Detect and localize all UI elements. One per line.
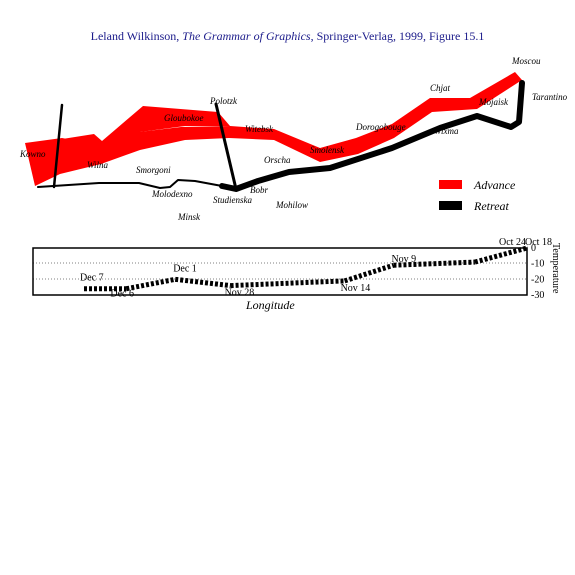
city-gloubokoe: Gloubokoe [164,113,204,123]
temp-tick-labels: 0 -10 -20 -30 [531,243,544,301]
city-moscou: Moscou [511,56,541,66]
temp-tick-0: 0 [531,243,536,254]
date-label-3: Nov 28 [225,288,255,299]
temp-segment-6 [474,245,528,265]
retreat-polotzk-spur [214,102,238,191]
temp-segment-5 [393,259,475,268]
city-smorgoni: Smorgoni [136,165,171,175]
temp-tick-3: -30 [531,290,544,301]
city-wixma: Wixma [434,126,459,136]
city-witebsk: Witebsk [245,124,274,134]
retreat-main-thick [219,80,525,192]
date-label-1: Dec 6 [110,289,134,300]
date-label-5: Nov 9 [391,254,416,265]
temp-segment-4 [343,262,395,284]
city-orscha: Orscha [264,155,291,165]
date-labels: Dec 7 Dec 6 Dec 1 Nov 28 Nov 14 Nov 9 Oct 24 Oc… [80,237,552,300]
legend: Advance Retreat [439,178,516,213]
retreat-main-thin [37,179,223,189]
city-bobr: Bobr [250,185,268,195]
title-prefix: Leland Wilkinson, [90,29,183,43]
city-mohilow: Mohilow [275,200,308,210]
date-label-4: Nov 14 [341,283,371,294]
temp-tick-1: -10 [531,259,544,270]
city-dorogobouge: Dorogobouge [355,122,406,132]
retreat-kowno-spur [52,103,64,189]
figure-title: Leland Wilkinson, The Grammar of Graphic… [0,29,575,44]
city-studienska: Studienska [213,195,252,205]
temperature-marks [84,245,528,292]
city-labels: Moscou Tarantino Chjat Mojaisk Wixma Dor… [19,56,568,222]
temp-segment-2 [174,276,231,289]
date-label-7: Oct 24 [499,237,526,248]
date-label-8: Oct 18 [525,237,552,248]
city-wilna: Wilna [87,160,109,170]
title-suffix: , Springer-Verlag, 1999, Figure 15.1 [310,29,485,43]
advance-path [25,72,522,186]
advance-band-upper [56,106,230,156]
city-mojaisk: Mojaisk [478,97,509,107]
city-minsk: Minsk [177,212,201,222]
city-polotzk: Polotzk [209,96,238,106]
retreat-path [37,80,525,192]
temperature-frame [32,247,528,296]
city-molodexno: Molodexno [151,189,193,199]
advance-band-lower [25,72,522,186]
date-label-2: Dec 1 [173,263,197,274]
temp-x-axis-label: Longitude [245,298,295,312]
date-label-0: Dec 7 [80,273,104,284]
city-chjat: Chjat [430,83,451,93]
legend-label-advance: Advance [473,178,516,192]
city-tarantino: Tarantino [532,92,568,102]
temperature-panel: 0 -10 -20 -30 Dec 7 Dec 6 Dec 1 Nov 28 Nov 14 No… [32,237,561,312]
temp-tick-2: -20 [531,274,544,285]
legend-label-retreat: Retreat [473,199,510,213]
temp-y-axis-label: Temperature [550,243,561,294]
city-smolensk: Smolensk [310,145,345,155]
temp-segment-1 [125,276,176,292]
city-kowno: Kowno [19,149,46,159]
title-book: The Grammar of Graphics [182,29,311,43]
temp-segment-3 [230,278,345,289]
legend-swatch-advance [439,180,462,189]
legend-swatch-retreat [439,201,462,210]
